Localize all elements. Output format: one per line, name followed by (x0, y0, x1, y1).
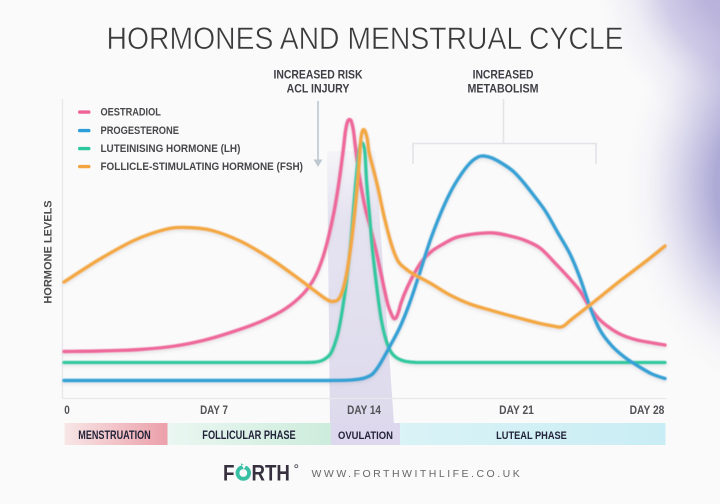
svg-text:DAY 14: DAY 14 (347, 404, 382, 417)
svg-text:F: F (223, 461, 234, 486)
svg-text:WWW.FORTHWITHLIFE.CO.UK: WWW.FORTHWITHLIFE.CO.UK (312, 468, 523, 480)
svg-text:INCREASED RISK: INCREASED RISK (274, 69, 363, 82)
svg-text:DAY 21: DAY 21 (499, 405, 534, 418)
svg-text:LUTEAL PHASE: LUTEAL PHASE (496, 430, 567, 442)
svg-text:OVULATION: OVULATION (338, 429, 393, 442)
svg-text:ACL INJURY: ACL INJURY (287, 83, 350, 96)
svg-text:0: 0 (64, 404, 70, 417)
svg-text:INCREASED: INCREASED (473, 69, 534, 82)
svg-text:PROGESTERONE: PROGESTERONE (101, 125, 179, 137)
svg-text:HORMONE LEVELS: HORMONE LEVELS (43, 200, 55, 303)
svg-text:DAY 28: DAY 28 (630, 405, 665, 418)
svg-text:OESTRADIOL: OESTRADIOL (101, 107, 161, 119)
svg-text:MENSTRUATION: MENSTRUATION (78, 430, 150, 442)
svg-text:LUTEINISING HORMONE (LH): LUTEINISING HORMONE (LH) (101, 142, 241, 155)
svg-text:DAY 7: DAY 7 (200, 404, 228, 417)
svg-text:METABOLISM: METABOLISM (468, 83, 539, 96)
svg-text:HORMONES AND MENSTRUAL CYCLE: HORMONES AND MENSTRUAL CYCLE (107, 22, 624, 57)
svg-text:FOLLICULAR PHASE: FOLLICULAR PHASE (202, 430, 295, 442)
svg-text:FOLLICLE-STIMULATING HORMONE (: FOLLICLE-STIMULATING HORMONE (FSH) (101, 160, 304, 173)
svg-text:RTH: RTH (252, 462, 290, 486)
